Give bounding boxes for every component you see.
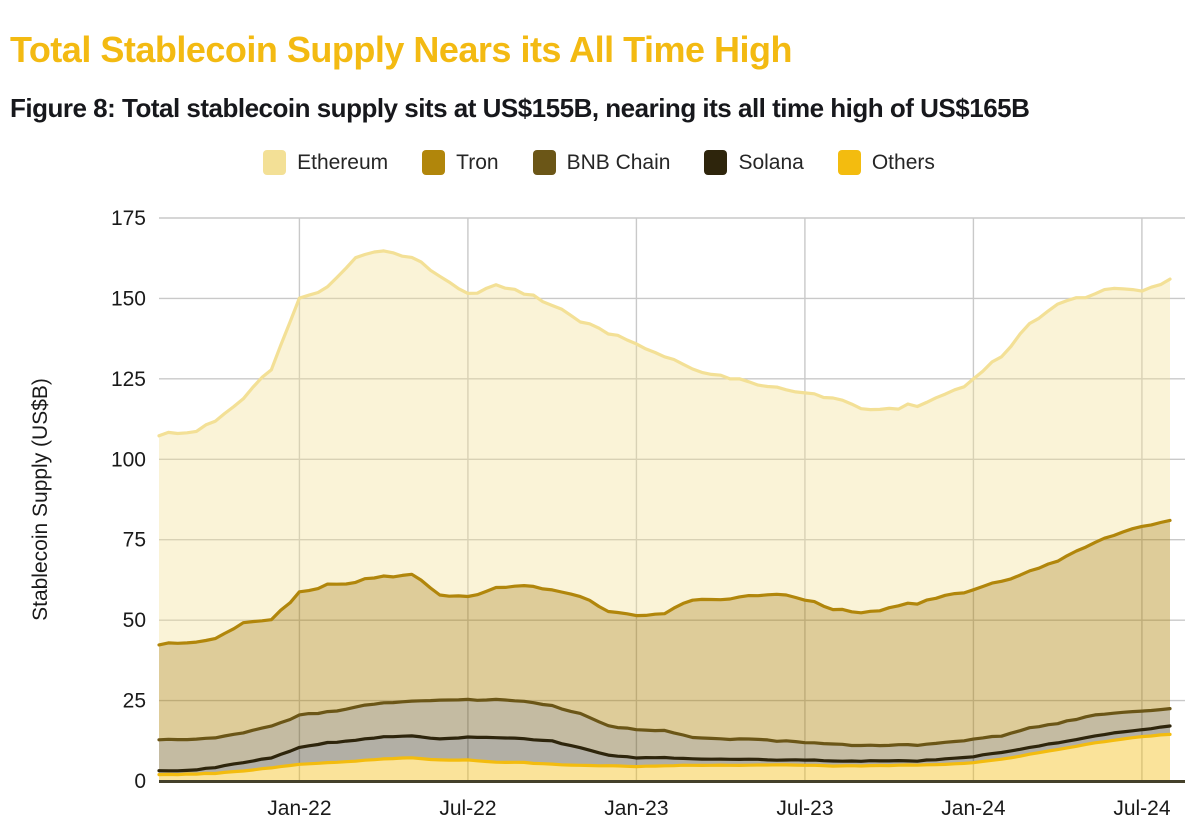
x-axis-tick-labels: Jan-22 Jul-22 Jan-23 Jul-23 Jan-24 Jul-24 bbox=[267, 797, 1171, 820]
svg-text:Jul-23: Jul-23 bbox=[776, 797, 833, 820]
legend-label-bnb-chain: BNB Chain bbox=[566, 150, 671, 174]
y-axis-title: Stablecoin Supply (US$B) bbox=[29, 378, 52, 621]
bnb-chain-line bbox=[157, 697, 1172, 748]
tron-swatch-icon bbox=[422, 150, 446, 175]
svg-text:175: 175 bbox=[111, 207, 146, 230]
svg-text:Jan-23: Jan-23 bbox=[604, 797, 668, 820]
legend-label-ethereum: Ethereum bbox=[297, 150, 389, 174]
svg-text:Jan-24: Jan-24 bbox=[941, 797, 1006, 820]
chart-legend: Ethereum Tron BNB Chain Solana Others bbox=[0, 150, 1198, 175]
svg-text:75: 75 bbox=[123, 529, 146, 552]
svg-text:125: 125 bbox=[111, 368, 146, 391]
svg-text:25: 25 bbox=[123, 690, 146, 713]
svg-text:Jul-24: Jul-24 bbox=[1113, 797, 1171, 820]
others-swatch-icon bbox=[837, 150, 861, 175]
others-area bbox=[159, 734, 1170, 781]
ethereum-area bbox=[159, 250, 1170, 645]
bnb-chain-area bbox=[159, 699, 1170, 771]
area-bands bbox=[157, 249, 1172, 781]
svg-text:Jan-22: Jan-22 bbox=[267, 797, 331, 820]
solana-line bbox=[157, 724, 1172, 773]
ethereum-line bbox=[157, 249, 1172, 438]
svg-text:0: 0 bbox=[134, 770, 146, 793]
legend-item-others: Others bbox=[837, 150, 935, 175]
svg-text:Jul-22: Jul-22 bbox=[439, 797, 496, 820]
ethereum-swatch-icon bbox=[263, 150, 287, 175]
bnb-chain-swatch-icon bbox=[532, 150, 556, 175]
legend-label-others: Others bbox=[871, 150, 935, 174]
solana-swatch-icon bbox=[704, 150, 728, 175]
tron-line bbox=[157, 518, 1172, 647]
legend-item-bnb-chain: BNB Chain bbox=[532, 150, 671, 175]
page-title: Total Stablecoin Supply Nears its All Ti… bbox=[10, 29, 792, 71]
legend-label-solana: Solana bbox=[738, 150, 804, 174]
tron-area bbox=[159, 520, 1170, 746]
svg-text:50: 50 bbox=[123, 609, 146, 632]
legend-item-tron: Tron bbox=[422, 150, 499, 175]
others-line bbox=[157, 732, 1172, 777]
figure-caption: Figure 8: Total stablecoin supply sits a… bbox=[10, 92, 1030, 123]
legend-item-ethereum: Ethereum bbox=[263, 150, 388, 175]
gridlines bbox=[159, 217, 1185, 781]
legend-item-solana: Solana bbox=[704, 150, 804, 175]
legend-label-tron: Tron bbox=[456, 150, 499, 174]
svg-text:150: 150 bbox=[111, 287, 146, 310]
svg-text:100: 100 bbox=[111, 448, 146, 471]
y-axis-tick-labels: 175 150 125 100 75 50 25 0 bbox=[111, 207, 146, 793]
